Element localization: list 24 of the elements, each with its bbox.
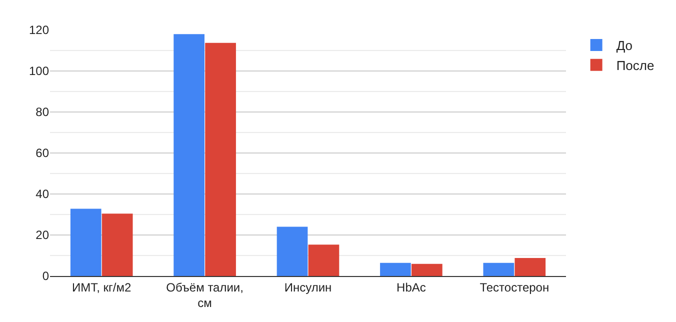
legend-label: До (616, 38, 633, 54)
x-tick-label: ИМТ, кг/м2 (72, 280, 132, 294)
bar (380, 262, 411, 276)
bar (514, 258, 546, 276)
y-tick-label: 0 (42, 269, 50, 284)
y-tick-label: 40 (36, 187, 50, 202)
x-tick-label: Объём талии, см (166, 280, 244, 310)
y-tick-label: 80 (36, 105, 50, 120)
bar (276, 226, 308, 276)
bar (70, 208, 102, 276)
bar (483, 262, 514, 276)
bar (174, 34, 204, 276)
bar (412, 264, 442, 276)
y-tick-label: 60 (36, 146, 50, 160)
bar (102, 214, 133, 276)
bar (205, 42, 236, 276)
x-tick-label: Инсулин (284, 280, 332, 294)
y-tick-label: 120 (28, 23, 50, 38)
y-tick-label: 20 (36, 228, 50, 242)
y-tick-label: 100 (28, 64, 50, 78)
x-tick-label: Тестостерон (480, 280, 550, 294)
bar (308, 244, 340, 276)
legend-label: После (616, 58, 654, 73)
x-tick-label: HbAc (396, 280, 426, 294)
